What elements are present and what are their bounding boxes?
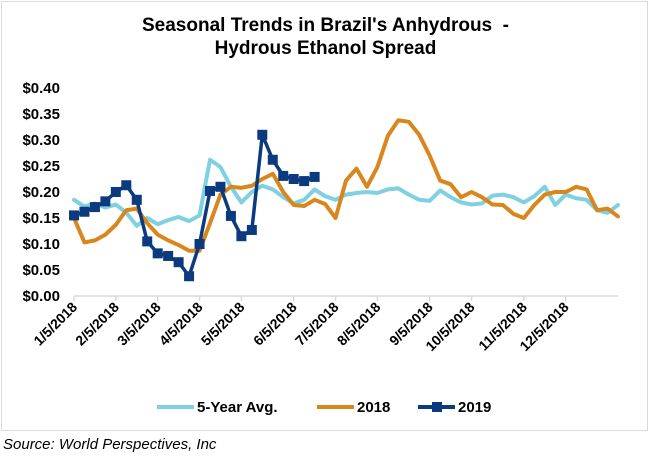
data-point-2019 xyxy=(236,231,247,242)
x-tick-label: 1/5/2018 xyxy=(30,299,80,349)
data-point-2019 xyxy=(110,187,121,197)
legend-label-2018: 2018 xyxy=(357,399,390,416)
data-point-2019 xyxy=(79,206,90,217)
data-point-2019 xyxy=(288,174,299,184)
source-note: Source: World Perspectives, Inc xyxy=(3,436,217,453)
x-tick-label: 2/5/2018 xyxy=(72,299,122,349)
data-point-2019 xyxy=(257,129,268,140)
y-axis: $0.00 $0.05 $0.10 $0.15 $0.20 $0.25 $0.30 $0.35… xyxy=(22,80,60,305)
y-tick-label: $0.40 xyxy=(22,80,60,97)
y-tick-label: $0.05 xyxy=(22,262,60,279)
series-2018 xyxy=(72,118,620,253)
chart-title: Seasonal Trends in Brazil's Anhydrous - … xyxy=(0,14,651,60)
chart-title-line-2: Hydrous Ethanol Spread xyxy=(214,38,437,59)
data-point-2019 xyxy=(205,185,215,196)
series-layer xyxy=(69,118,620,282)
y-tick-label: $0.20 xyxy=(22,184,60,201)
y-tick-label: $0.35 xyxy=(22,106,60,123)
chart-frame xyxy=(1,1,648,431)
x-tick-label: 8/5/2018 xyxy=(334,299,384,349)
y-tick-label: $0.25 xyxy=(22,158,60,175)
data-point-2019 xyxy=(131,194,142,205)
data-point-2019 xyxy=(225,210,236,221)
legend-item-2019: 2019 xyxy=(418,399,491,416)
data-point-2019 xyxy=(309,171,320,182)
y-tick-label: $0.15 xyxy=(22,210,60,227)
series-5yr-avg xyxy=(72,157,620,228)
data-point-2019 xyxy=(163,250,174,261)
data-point-2019 xyxy=(299,176,310,187)
y-tick-label: $0.10 xyxy=(22,236,60,253)
x-tick-label: 5/5/2018 xyxy=(198,299,248,349)
series-5yr-avg-line xyxy=(72,157,620,228)
x-tick-label: 3/5/2018 xyxy=(114,299,164,349)
x-tick-label: 7/5/2018 xyxy=(292,299,342,349)
y-tick-label: $0.30 xyxy=(22,132,60,149)
data-point-2019 xyxy=(194,239,205,249)
data-point-2019 xyxy=(89,202,100,213)
y-tick-label: $0.00 xyxy=(22,288,60,305)
data-point-2019 xyxy=(152,248,163,259)
data-point-2019 xyxy=(278,170,289,181)
series-2019 xyxy=(69,129,320,282)
data-point-2019 xyxy=(69,210,79,221)
legend-label-2019: 2019 xyxy=(458,399,491,416)
chart-title-line-1: Seasonal Trends in Brazil's Anhydrous - xyxy=(141,15,509,36)
x-tick-label: 4/5/2018 xyxy=(156,299,206,349)
data-point-2019 xyxy=(215,181,226,192)
data-point-2019 xyxy=(246,224,257,235)
legend: 5-Year Avg. 2018 2019 xyxy=(157,399,491,416)
data-point-2019 xyxy=(121,180,132,191)
series-2018-line xyxy=(72,118,620,253)
legend-item-2018: 2018 xyxy=(317,399,390,416)
legend-item-5yr: 5-Year Avg. xyxy=(157,399,278,416)
data-point-2019 xyxy=(184,271,195,282)
data-point-2019 xyxy=(173,257,184,268)
data-point-2019 xyxy=(142,236,153,247)
data-point-2019 xyxy=(100,196,111,207)
legend-marker-2019 xyxy=(432,402,442,412)
data-point-2019 xyxy=(267,154,278,165)
x-axis: 1/5/20182/5/20183/5/20184/5/20185/5/2018… xyxy=(30,295,618,354)
legend-label-5yr: 5-Year Avg. xyxy=(197,399,278,416)
x-tick-label: 6/5/2018 xyxy=(250,299,300,349)
